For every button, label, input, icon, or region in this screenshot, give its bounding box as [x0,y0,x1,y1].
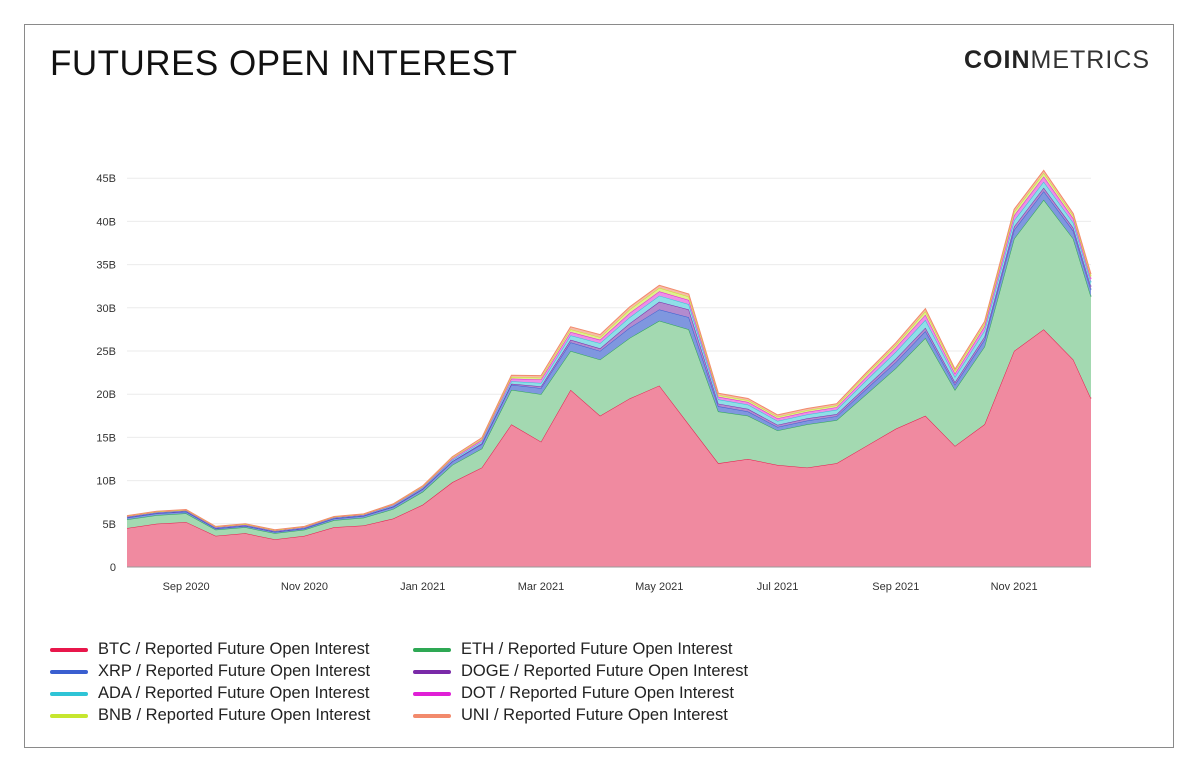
legend-item[interactable]: DOT / Reported Future Open Interest [413,684,734,703]
area-series-2 [127,191,1091,534]
legend-swatch [50,647,88,652]
legend-swatch [50,713,88,718]
y-tick-label: 0 [110,562,116,574]
legend-label: ETH / Reported Future Open Interest [461,640,733,658]
legend-item[interactable]: XRP / Reported Future Open Interest [50,662,370,681]
x-tick-label: Sep 2020 [163,581,210,593]
y-tick-label: 25B [96,346,116,358]
legend-swatch [50,669,88,674]
x-tick-label: Nov 2020 [281,581,328,593]
x-tick-label: Jan 2021 [400,581,445,593]
legend-swatch [413,647,451,652]
x-tick-label: Mar 2021 [518,581,564,593]
legend-item[interactable]: ADA / Reported Future Open Interest [50,684,369,703]
legend-label: BNB / Reported Future Open Interest [98,706,371,724]
line-series-7 [126,169,1092,531]
chart-title: FUTURES OPEN INTEREST [50,44,518,83]
area-series-0 [127,329,1091,567]
x-tick-label: Sep 2021 [872,581,919,593]
y-tick-label: 10B [96,476,116,488]
legend-label: XRP / Reported Future Open Interest [98,662,371,680]
x-tick-label: Nov 2021 [991,581,1038,593]
y-tick-label: 15B [96,432,116,444]
legend-label: DOGE / Reported Future Open Interest [461,662,749,680]
y-tick-label: 35B [96,260,116,272]
legend-swatch [413,691,451,696]
coinmetrics-logo: COINMETRICS [964,46,1150,75]
legend-item[interactable]: BTC / Reported Future Open Interest [50,640,369,659]
y-tick-label: 45B [96,173,116,185]
legend-item[interactable]: UNI / Reported Future Open Interest [413,706,728,725]
legend-swatch [413,713,451,718]
legend-item[interactable]: ETH / Reported Future Open Interest [413,640,732,659]
y-tick-label: 40B [96,216,116,228]
legend-label: ADA / Reported Future Open Interest [98,684,370,702]
y-tick-label: 30B [96,303,116,315]
legend-item[interactable]: DOGE / Reported Future Open Interest [413,662,748,681]
legend-label: UNI / Reported Future Open Interest [461,706,728,724]
y-tick-label: 20B [96,389,116,401]
y-tick-label: 5B [103,519,116,531]
x-tick-label: Jul 2021 [757,581,799,593]
legend-label: BTC / Reported Future Open Interest [98,640,370,658]
legend-label: DOT / Reported Future Open Interest [461,684,734,702]
brand-light-text: METRICS [1030,46,1150,74]
legend-item[interactable]: BNB / Reported Future Open Interest [50,706,370,725]
area-series-1 [127,199,1091,540]
legend-swatch [413,669,451,674]
brand-bold-text: COIN [964,46,1031,74]
legend-swatch [50,691,88,696]
x-tick-label: May 2021 [635,581,683,593]
